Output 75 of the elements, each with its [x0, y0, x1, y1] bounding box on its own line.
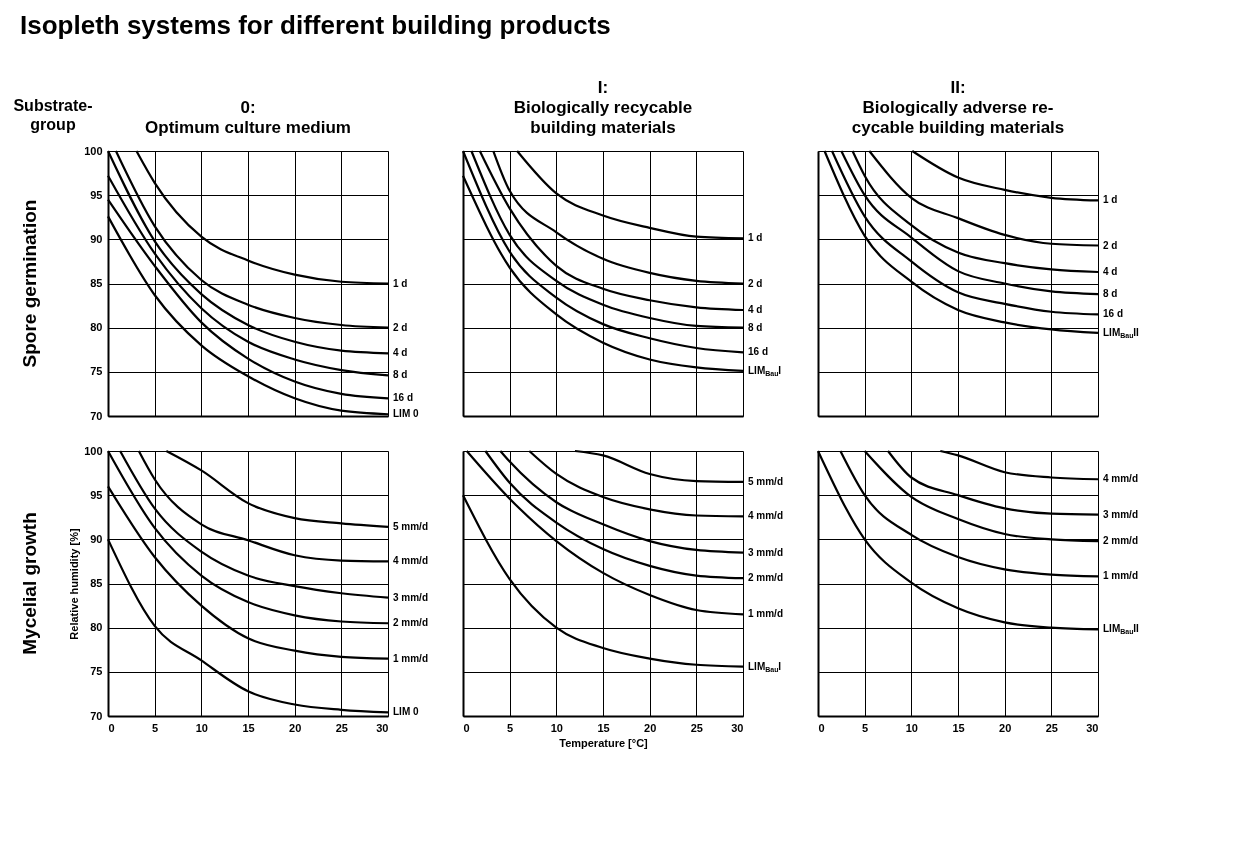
series-label: 2 mm/d: [393, 617, 429, 629]
series-label: 16 d: [1103, 308, 1124, 320]
series-label: 2 d: [1103, 239, 1118, 251]
series-label: LIM 0: [393, 706, 419, 718]
series-label: 2 mm/d: [1103, 535, 1139, 547]
series-label: LIM 0: [393, 408, 419, 420]
y-tick-label: 100: [84, 444, 103, 457]
y-tick-label: 85: [90, 577, 103, 589]
x-tick-label: 10: [550, 721, 563, 734]
x-tick-label: 20: [999, 721, 1012, 734]
chart-title: I: Biologically recycable building materials: [513, 78, 693, 137]
x-tick-label: 30: [1086, 721, 1099, 734]
series-label: 1 mm/d: [393, 652, 429, 664]
series-label: 1 mm/d: [748, 608, 784, 620]
series-label: 8 d: [393, 369, 408, 381]
x-tick-label: 5: [507, 721, 514, 734]
y-tick-label: 100: [84, 144, 103, 157]
x-tick-label: 0: [108, 721, 115, 734]
y-tick-label: 85: [90, 277, 103, 289]
x-axis-title: Temperature [°C]: [559, 736, 649, 749]
x-tick-label: 0: [463, 721, 470, 734]
y-tick-label: 90: [90, 232, 103, 245]
x-tick-label: 15: [597, 721, 610, 734]
series-label: 4 mm/d: [1103, 473, 1139, 485]
y-tick-label: 75: [90, 665, 103, 678]
chart-title: 0: Optimum culture medium: [145, 98, 351, 137]
y-tick-label: 90: [90, 532, 103, 545]
series-label: 4 d: [1103, 266, 1118, 278]
series-label: 4 d: [393, 347, 408, 359]
series-label: 3 mm/d: [393, 591, 429, 603]
y-tick-label: 80: [90, 621, 103, 634]
x-tick-label: 30: [731, 721, 744, 734]
series-label: 8 d: [748, 321, 763, 333]
x-tick-label: 25: [690, 721, 703, 734]
series-label: 5 mm/d: [393, 520, 429, 532]
text: Isopleth systems for different building products: [20, 10, 611, 40]
text: Spore germination: [19, 199, 40, 368]
series-label: 16 d: [393, 392, 414, 404]
y-tick-label: 70: [90, 409, 103, 422]
y-tick-label: 95: [90, 188, 103, 201]
x-tick-label: 10: [905, 721, 918, 734]
series-label: 16 d: [748, 346, 769, 358]
x-tick-label: 5: [862, 721, 869, 734]
x-tick-label: 25: [1045, 721, 1058, 734]
series-label: 1 d: [748, 232, 763, 244]
y-tick-label: 75: [90, 365, 103, 378]
x-tick-label: 20: [289, 721, 302, 734]
series-label: 4 mm/d: [748, 510, 784, 522]
x-tick-label: 25: [335, 721, 348, 734]
series-label: 4 mm/d: [393, 555, 429, 567]
series-label: 4 d: [748, 304, 763, 315]
x-tick-label: 5: [152, 721, 159, 734]
series-label: 3 mm/d: [748, 546, 784, 558]
y-tick-label: 95: [90, 488, 103, 501]
series-label: 1 mm/d: [1103, 570, 1139, 582]
series-label: 2 d: [393, 321, 408, 333]
x-tick-label: 15: [242, 721, 255, 734]
x-tick-label: 30: [376, 721, 389, 734]
y-axis-title: Relative humidity [%]: [68, 528, 81, 640]
series-label: 1 d: [1103, 194, 1118, 206]
x-tick-label: 15: [952, 721, 965, 734]
series-label: 8 d: [1103, 288, 1118, 300]
text: Substrate- group: [13, 97, 93, 133]
series-label: 3 mm/d: [1103, 508, 1139, 520]
y-tick-label: 70: [90, 709, 103, 722]
y-tick-label: 80: [90, 321, 103, 334]
x-tick-label: 20: [644, 721, 657, 734]
chart-title: II: Biologically adverse re- cycable building materials: [851, 78, 1065, 137]
text: Mycelial growth: [19, 512, 40, 655]
series-label: 1 d: [393, 277, 408, 289]
x-tick-label: 0: [818, 721, 825, 734]
series-label: 2 mm/d: [748, 572, 784, 584]
series-label: 5 mm/d: [748, 475, 784, 487]
x-tick-label: 10: [195, 721, 208, 734]
series-label: 2 d: [748, 277, 763, 289]
